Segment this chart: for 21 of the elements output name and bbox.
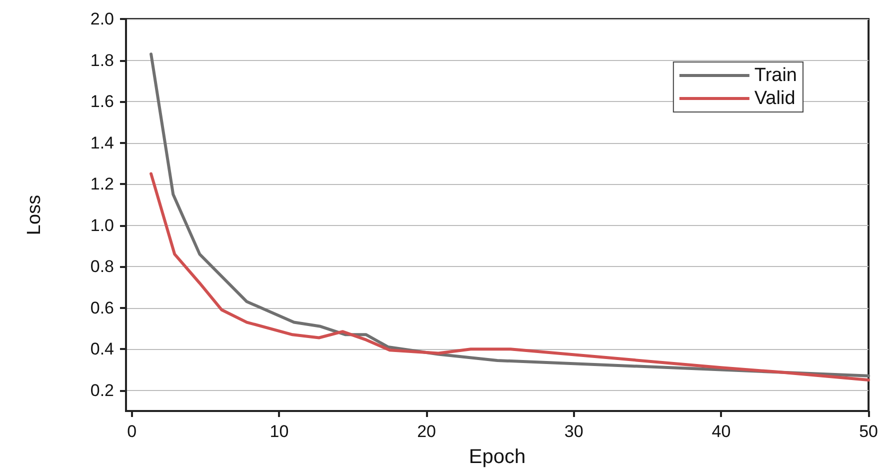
line-series [150, 172, 870, 382]
x-axis-title: Epoch [468, 446, 526, 468]
y-tick-label: 1.4 [90, 133, 114, 152]
y-tick-label: 0.2 [90, 380, 114, 400]
x-tick-label: 20 [417, 422, 436, 441]
y-tick-label: 2.0 [90, 10, 114, 28]
y-tick-label: 0.6 [90, 298, 114, 318]
y-tick-label: 1.2 [90, 174, 114, 194]
y-tick-label: 1.0 [90, 216, 114, 235]
y-tick-label: 1.6 [90, 92, 114, 112]
x-tick-label: 40 [712, 422, 731, 441]
x-tick-label: 10 [270, 422, 289, 441]
x-tick-label: 50 [859, 422, 878, 441]
x-tick-label: 30 [564, 422, 584, 441]
y-axis-title: Loss [24, 194, 45, 236]
y-tick-label: 0.8 [90, 257, 114, 276]
x-tick-label: 0 [127, 422, 137, 441]
y-tick-label: 1.8 [90, 50, 114, 70]
legend-label: Train [754, 65, 798, 86]
y-tick-label: 0.4 [90, 340, 114, 359]
legend-label: Valid [754, 88, 796, 109]
